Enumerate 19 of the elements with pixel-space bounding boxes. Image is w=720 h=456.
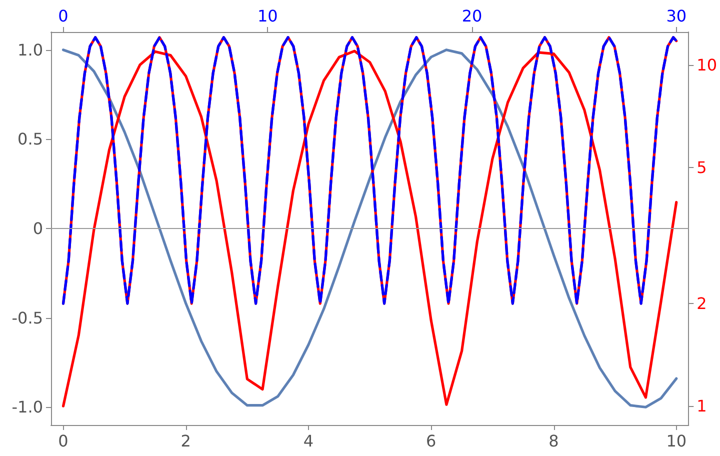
x2-tick-label: 10 [257,6,278,26]
y-tick-label: 0.5 [18,130,43,149]
x-tick-label: 2 [180,432,191,450]
y2-tick-label: 5 [696,158,707,178]
y-tick-label: 1.0 [18,40,43,60]
y-tick-label: -1.0 [12,398,43,417]
x2-tick-label: 0 [58,6,68,26]
y-tick-label: -0.5 [12,308,43,328]
x-tick-label: 6 [426,432,436,450]
x2-tick-label: 30 [666,6,687,26]
x-tick-label: 4 [303,432,314,450]
y2-tick-label: 1 [696,396,707,416]
x-tick-label: 0 [58,432,68,450]
x-tick-label: 10 [666,432,687,450]
x2-tick-label: 20 [462,6,482,26]
y-tick-label: 0 [32,219,43,238]
y2-tick-label: 10 [696,56,717,75]
y2-tick-label: 2 [696,294,707,313]
x-tick-label: 8 [548,432,559,450]
